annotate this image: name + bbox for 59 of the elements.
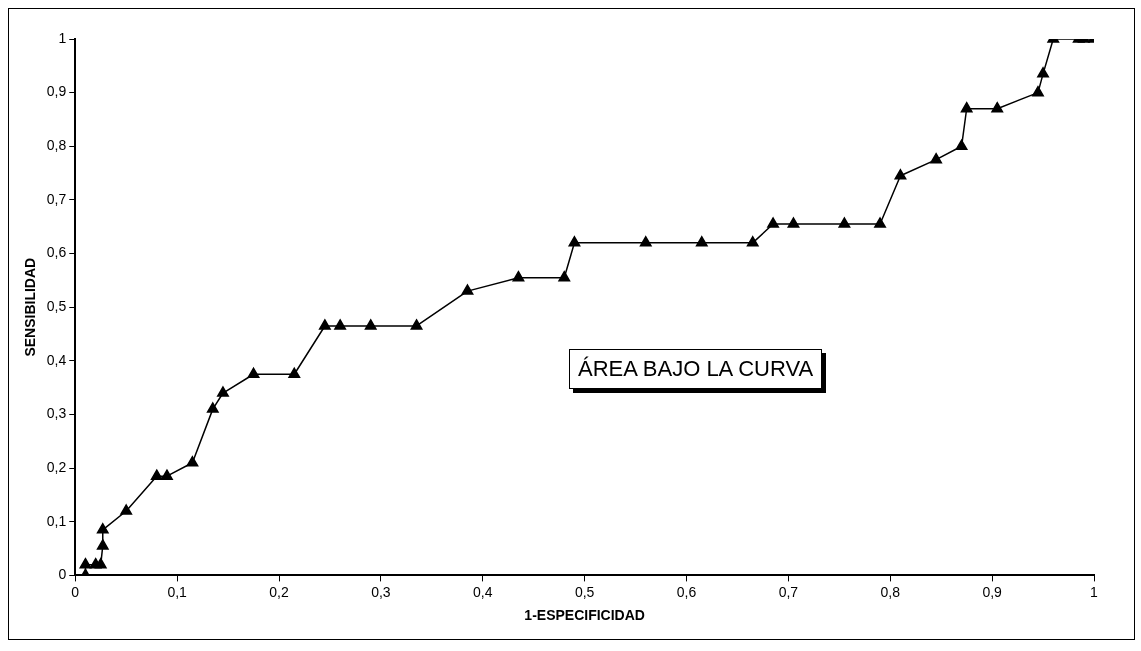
point (410, 319, 423, 330)
x-axis-title: 1-ESPECIFICIDAD (524, 607, 645, 624)
point (639, 236, 652, 247)
y-tick-label: 0,5 (46, 298, 67, 315)
point (512, 270, 525, 282)
point (991, 101, 1004, 113)
y-tick-label: 0,3 (46, 405, 67, 422)
x-tick-label: 0,3 (371, 583, 391, 600)
y-tick-label: 0,4 (46, 351, 67, 368)
y-tick-label: 1 (58, 29, 67, 46)
point (186, 456, 199, 467)
point (930, 152, 943, 164)
point (150, 469, 163, 480)
x-tick-label: 0,6 (676, 583, 697, 600)
point (1037, 67, 1050, 78)
y-tick-label: 0,6 (46, 244, 67, 261)
point (960, 101, 973, 113)
point (217, 386, 229, 397)
point (461, 284, 474, 295)
x-tick-label: 0,5 (574, 583, 595, 600)
point (767, 217, 780, 228)
point (318, 319, 331, 330)
point (206, 402, 219, 413)
point (288, 367, 301, 378)
x-tick-label: 0,1 (167, 583, 188, 600)
point (838, 217, 851, 228)
point (161, 469, 173, 480)
y-tick-label: 0,2 (46, 458, 67, 475)
point (96, 523, 109, 534)
x-tick-label: 0,7 (778, 583, 799, 600)
point (364, 319, 377, 330)
point (79, 557, 92, 569)
point (94, 557, 107, 569)
x-tick-label: 0,9 (982, 583, 1003, 600)
y-axis-title: SENSIBILIDAD (22, 257, 39, 357)
point (120, 504, 133, 515)
y-tick-label: 0,7 (46, 190, 67, 207)
point (1032, 85, 1044, 97)
x-tick-label: 1 (1090, 583, 1099, 600)
point (874, 217, 887, 228)
point (746, 236, 759, 247)
y-tick-label: 0,9 (46, 83, 67, 100)
point (787, 217, 800, 228)
point (695, 236, 708, 247)
point (894, 169, 907, 180)
point (334, 319, 347, 330)
y-tick-label: 0,1 (46, 512, 67, 529)
y-tick-label: 0 (58, 566, 67, 583)
x-tick-label: 0,8 (880, 583, 901, 600)
point (568, 236, 581, 247)
y-tick-label: 0,8 (46, 137, 67, 154)
point (955, 139, 968, 151)
point (247, 367, 260, 378)
point (96, 539, 109, 550)
x-tick-label: 0,4 (473, 583, 493, 600)
x-tick-label: 0 (71, 583, 80, 600)
annotation: ÁREA BAJO LA CURVA (569, 349, 823, 389)
x-tick-label: 0,2 (269, 583, 289, 600)
point (558, 270, 571, 282)
